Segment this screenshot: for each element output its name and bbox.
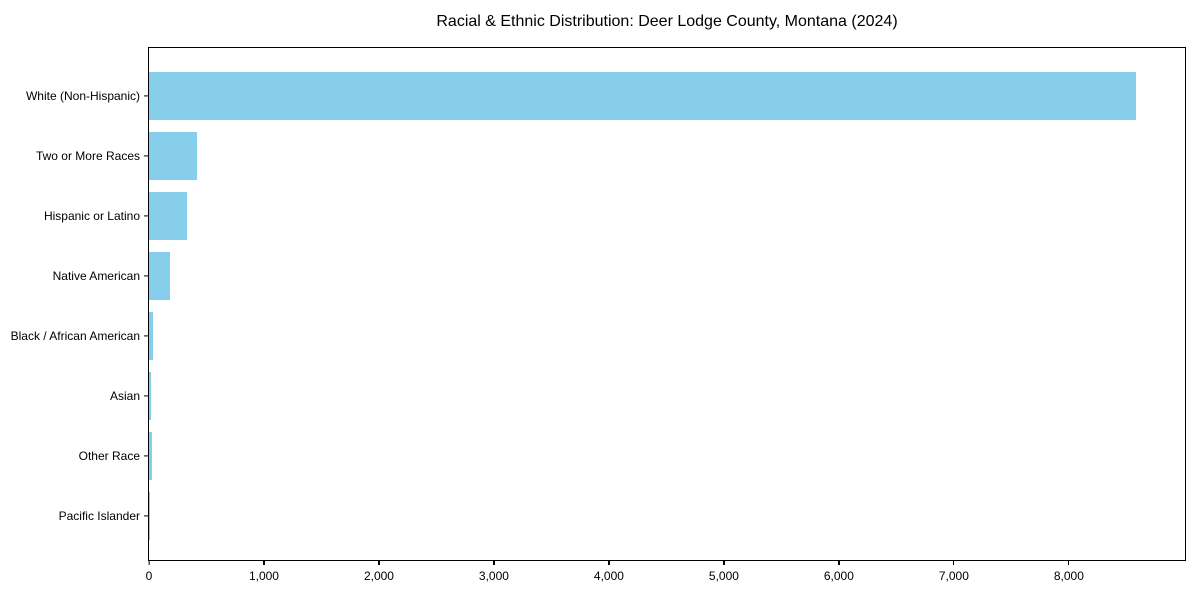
x-tick-label: 3,000	[478, 569, 509, 583]
bar	[149, 372, 152, 420]
x-tick-label: 1,000	[248, 569, 279, 583]
x-tick-mark	[608, 561, 610, 565]
bar	[149, 312, 154, 360]
bar-row: Pacific Islander	[59, 492, 1185, 540]
x-tick-mark	[723, 561, 725, 565]
plot-area: White (Non-Hispanic) Two or More Races His…	[11, 47, 1186, 583]
y-tick-mark	[144, 215, 148, 217]
x-tick-label: 5,000	[708, 569, 739, 583]
y-tick-mark	[144, 515, 148, 517]
y-tick-mark	[144, 275, 148, 277]
bar-row: Native American	[53, 252, 1185, 300]
y-tick-mark	[144, 455, 148, 457]
x-tick-label: 0	[145, 569, 153, 583]
y-tick-mark	[144, 395, 148, 397]
y-tick-mark	[144, 335, 148, 337]
y-tick-mark	[144, 155, 148, 157]
x-tick-label: 7,000	[938, 569, 969, 583]
bar-row: Two or More Races	[36, 132, 1185, 180]
bar	[149, 492, 150, 540]
x-tick: 7,000	[939, 561, 969, 583]
y-tick-label: Asian	[109, 389, 140, 403]
bar	[149, 72, 1136, 120]
bar	[149, 432, 152, 480]
bars-container: White (Non-Hispanic) Two or More Races His…	[11, 48, 1185, 560]
x-tick: 6,000	[824, 561, 854, 583]
bar-row: Other Race	[79, 432, 1185, 480]
x-tick-mark	[378, 561, 380, 565]
x-tick: 4,000	[594, 561, 624, 583]
x-axis: 0 1,000 2,000 3,000 4,000 5,000 6,000 7,000 8,00…	[145, 560, 1185, 594]
x-tick: 0	[145, 561, 153, 583]
x-tick-mark	[1068, 561, 1070, 565]
x-tick-label: 2,000	[363, 569, 394, 583]
x-tick-label: 6,000	[823, 569, 854, 583]
x-tick-label: 4,000	[593, 569, 624, 583]
bar	[149, 132, 198, 180]
bar-row: White (Non-Hispanic)	[26, 72, 1185, 120]
bar-row: Hispanic or Latino	[44, 192, 1185, 240]
x-tick-mark	[953, 561, 955, 565]
bar	[149, 192, 187, 240]
y-tick-label: Black / African American	[10, 329, 140, 343]
y-tick-mark	[144, 95, 148, 97]
chart-title: Racial & Ethnic Distribution: Deer Lodge…	[436, 13, 898, 30]
y-tick-label: White (Non-Hispanic)	[25, 89, 140, 103]
y-tick-label: Hispanic or Latino	[43, 209, 140, 223]
y-tick-label: Two or More Races	[35, 149, 140, 163]
x-tick-mark	[493, 561, 495, 565]
y-tick-label: Other Race	[78, 449, 140, 463]
y-tick-label: Pacific Islander	[58, 509, 140, 523]
x-tick-mark	[148, 561, 150, 565]
x-tick: 8,000	[1054, 561, 1084, 583]
x-tick-mark	[263, 561, 265, 565]
bar-row: Asian	[110, 372, 1185, 420]
y-tick-label: Native American	[52, 269, 140, 283]
x-tick: 3,000	[479, 561, 509, 583]
x-tick: 2,000	[364, 561, 394, 583]
x-tick-label: 8,000	[1053, 569, 1084, 583]
bar	[149, 252, 171, 300]
x-tick: 5,000	[709, 561, 739, 583]
x-tick-mark	[838, 561, 840, 565]
bar-row: Black / African American	[11, 312, 1185, 360]
x-tick: 1,000	[249, 561, 279, 583]
